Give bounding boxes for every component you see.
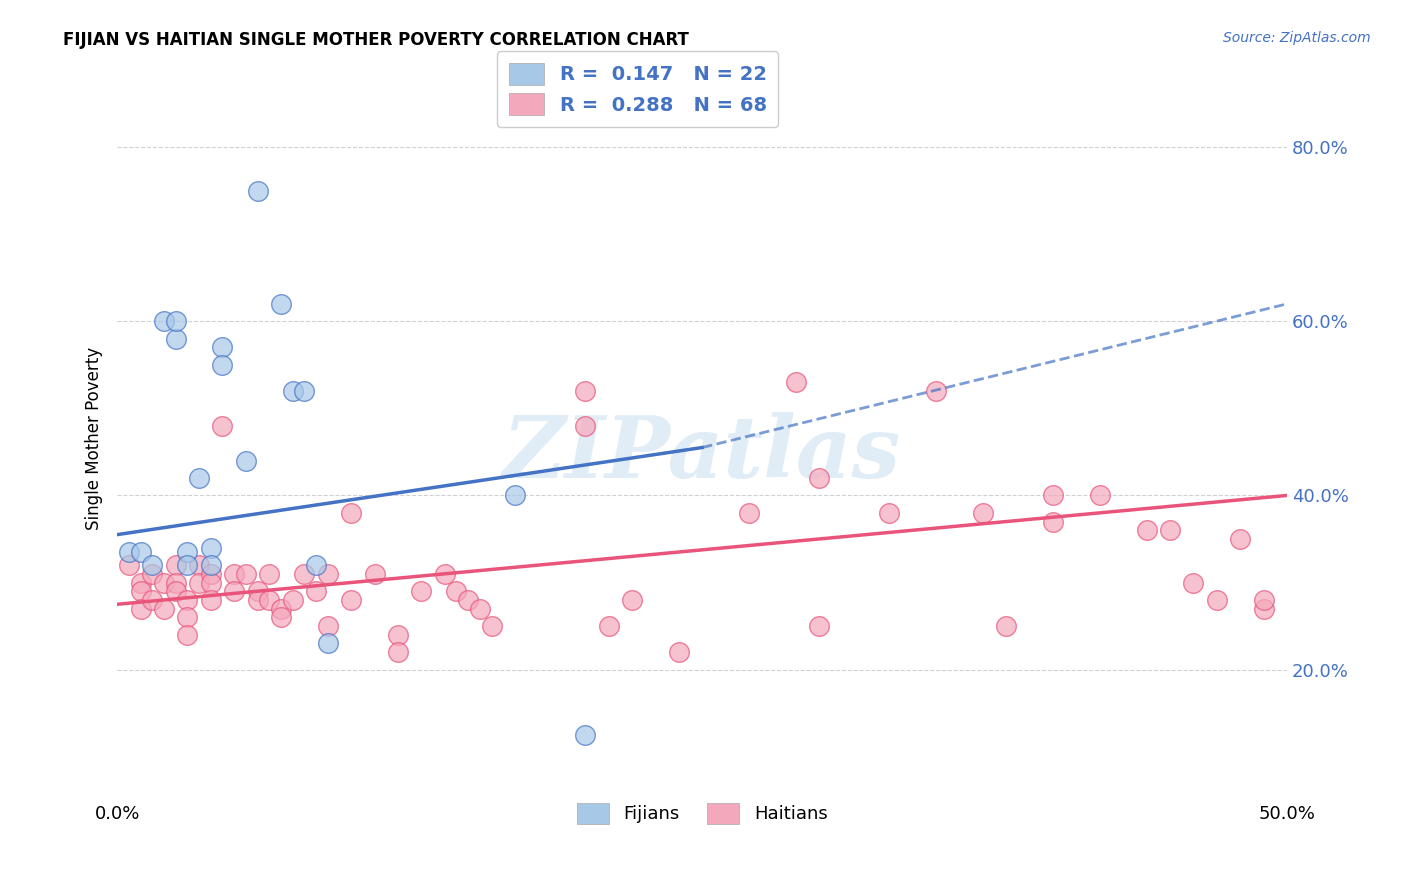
Point — [387, 645, 409, 659]
Point — [141, 593, 163, 607]
Point — [574, 384, 596, 398]
Point — [246, 184, 269, 198]
Point — [235, 453, 257, 467]
Point — [574, 728, 596, 742]
Point — [738, 506, 761, 520]
Point — [292, 566, 315, 581]
Point — [129, 575, 152, 590]
Point — [270, 610, 292, 624]
Point — [211, 340, 233, 354]
Point — [1159, 523, 1181, 537]
Point — [292, 384, 315, 398]
Point — [363, 566, 385, 581]
Point — [620, 593, 643, 607]
Point — [305, 558, 328, 573]
Point — [925, 384, 948, 398]
Point — [246, 593, 269, 607]
Point — [503, 488, 526, 502]
Point — [598, 619, 620, 633]
Point — [153, 314, 176, 328]
Point — [176, 610, 198, 624]
Legend: Fijians, Haitians: Fijians, Haitians — [565, 792, 838, 835]
Point — [224, 566, 246, 581]
Point — [972, 506, 994, 520]
Point — [141, 558, 163, 573]
Point — [165, 575, 187, 590]
Point — [200, 593, 222, 607]
Point — [995, 619, 1018, 633]
Point — [165, 584, 187, 599]
Point — [165, 332, 187, 346]
Point — [176, 628, 198, 642]
Point — [153, 575, 176, 590]
Point — [129, 601, 152, 615]
Point — [200, 575, 222, 590]
Point — [176, 545, 198, 559]
Point — [165, 558, 187, 573]
Point — [457, 593, 479, 607]
Point — [316, 619, 339, 633]
Point — [481, 619, 503, 633]
Text: FIJIAN VS HAITIAN SINGLE MOTHER POVERTY CORRELATION CHART: FIJIAN VS HAITIAN SINGLE MOTHER POVERTY … — [63, 31, 689, 49]
Point — [141, 566, 163, 581]
Point — [188, 471, 211, 485]
Point — [785, 376, 807, 390]
Point — [188, 558, 211, 573]
Point — [468, 601, 491, 615]
Point — [1229, 532, 1251, 546]
Text: ZIPatlas: ZIPatlas — [503, 411, 901, 495]
Point — [153, 601, 176, 615]
Point — [259, 566, 281, 581]
Point — [446, 584, 468, 599]
Point — [1136, 523, 1159, 537]
Point — [118, 545, 141, 559]
Point — [270, 297, 292, 311]
Point — [808, 471, 831, 485]
Point — [281, 593, 304, 607]
Point — [316, 566, 339, 581]
Point — [118, 558, 141, 573]
Point — [574, 418, 596, 433]
Point — [176, 558, 198, 573]
Point — [270, 601, 292, 615]
Point — [246, 584, 269, 599]
Point — [1088, 488, 1111, 502]
Point — [176, 593, 198, 607]
Point — [879, 506, 901, 520]
Point — [668, 645, 690, 659]
Point — [340, 593, 363, 607]
Y-axis label: Single Mother Poverty: Single Mother Poverty — [86, 347, 103, 531]
Point — [200, 541, 222, 555]
Point — [281, 384, 304, 398]
Point — [1182, 575, 1205, 590]
Point — [211, 358, 233, 372]
Point — [200, 558, 222, 573]
Point — [1042, 515, 1064, 529]
Point — [259, 593, 281, 607]
Point — [316, 636, 339, 650]
Point — [165, 314, 187, 328]
Point — [188, 575, 211, 590]
Text: Source: ZipAtlas.com: Source: ZipAtlas.com — [1223, 31, 1371, 45]
Point — [211, 418, 233, 433]
Point — [411, 584, 433, 599]
Point — [433, 566, 456, 581]
Point — [808, 619, 831, 633]
Point — [1253, 601, 1275, 615]
Point — [1042, 488, 1064, 502]
Point — [305, 584, 328, 599]
Point — [129, 584, 152, 599]
Point — [1205, 593, 1227, 607]
Point — [387, 628, 409, 642]
Point — [1253, 593, 1275, 607]
Point — [200, 566, 222, 581]
Point — [235, 566, 257, 581]
Point — [129, 545, 152, 559]
Point — [224, 584, 246, 599]
Point — [340, 506, 363, 520]
